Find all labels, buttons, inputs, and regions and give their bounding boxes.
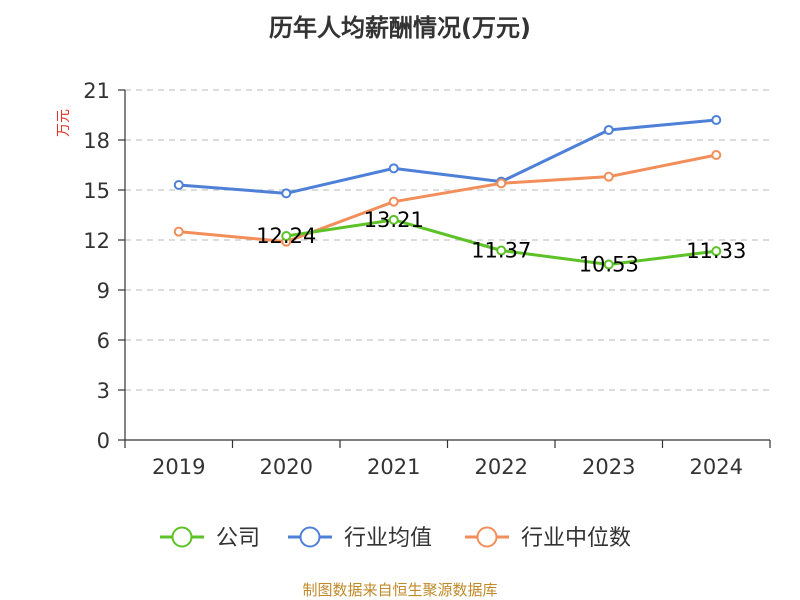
data-labels: 12.24 13.21 11.37 10.53 11.33 — [256, 208, 746, 277]
series-line-1 — [177, 118, 718, 195]
x-tick-label-2019: 2019 — [152, 455, 205, 479]
series-2-point-2019 — [173, 226, 184, 237]
data-label-2020: 12.24 — [256, 224, 316, 248]
x-tick-labels: 2019 2020 2021 2022 2023 2024 — [152, 455, 743, 479]
y-tick-label-21: 21 — [83, 79, 110, 103]
data-label-2021: 13.21 — [364, 208, 424, 232]
y-tick-label-18: 18 — [83, 129, 110, 153]
y-tick-label-3: 3 — [97, 379, 110, 403]
x-tick-label-2024: 2024 — [690, 455, 743, 479]
x-tick-label-2023: 2023 — [582, 455, 635, 479]
y-tick-label-0: 0 — [97, 429, 110, 453]
y-tick-label-15: 15 — [83, 179, 110, 203]
legend-item-0[interactable]: 公司 — [160, 526, 260, 551]
chart-title: 历年人均薪酬情况(万元) — [269, 14, 531, 42]
series-1-point-2021 — [388, 163, 399, 174]
x-tick-label-2021: 2021 — [367, 455, 420, 479]
legend-item-2[interactable]: 行业中位数 — [465, 526, 631, 551]
series-0-point-2024 — [711, 246, 722, 257]
legend[interactable]: 公司 行业均值 行业中位数 — [160, 526, 631, 551]
legend-label-1: 行业均值 — [344, 526, 432, 551]
series-lines — [173, 115, 722, 270]
grid-lines — [125, 89, 770, 391]
legend-label-0: 公司 — [216, 526, 260, 551]
series-1-point-2023 — [603, 125, 614, 135]
legend-marker-2 — [476, 526, 498, 548]
series-0-point-2022 — [496, 245, 507, 256]
data-source-note: 制图数据来自恒生聚源数据库 — [302, 581, 497, 599]
series-2-point-2021 — [388, 196, 399, 207]
data-label-2022: 11.37 — [471, 239, 531, 263]
legend-label-2: 行业中位数 — [521, 526, 631, 551]
series-1-point-2024 — [711, 115, 722, 125]
series-2-point-2023 — [603, 171, 614, 182]
series-0-point-2020 — [281, 231, 292, 241]
legend-item-1[interactable]: 行业均值 — [288, 526, 432, 551]
legend-marker-0 — [171, 526, 193, 548]
y-tick-labels: 0 3 6 9 12 15 18 21 — [83, 79, 110, 453]
series-2-point-2024 — [711, 150, 722, 160]
series-0-point-2021 — [388, 214, 399, 225]
series-line-2 — [177, 153, 718, 244]
series-0-point-2023 — [603, 259, 614, 270]
x-tick-label-2022: 2022 — [475, 455, 528, 479]
data-label-2023: 10.53 — [579, 253, 639, 277]
y-tick-label-12: 12 — [83, 229, 110, 253]
series-2-point-2022 — [496, 178, 507, 189]
data-label-2024: 11.33 — [686, 239, 746, 263]
y-tick-label-6: 6 — [97, 329, 110, 353]
series-1-point-2020 — [281, 188, 292, 199]
axes — [118, 89, 771, 448]
series-1-point-2019 — [173, 180, 184, 190]
y-axis-unit-label: 万元 — [56, 109, 72, 137]
x-tick-label-2020: 2020 — [260, 455, 313, 479]
y-tick-label-9: 9 — [97, 279, 110, 303]
legend-marker-1 — [299, 526, 321, 548]
